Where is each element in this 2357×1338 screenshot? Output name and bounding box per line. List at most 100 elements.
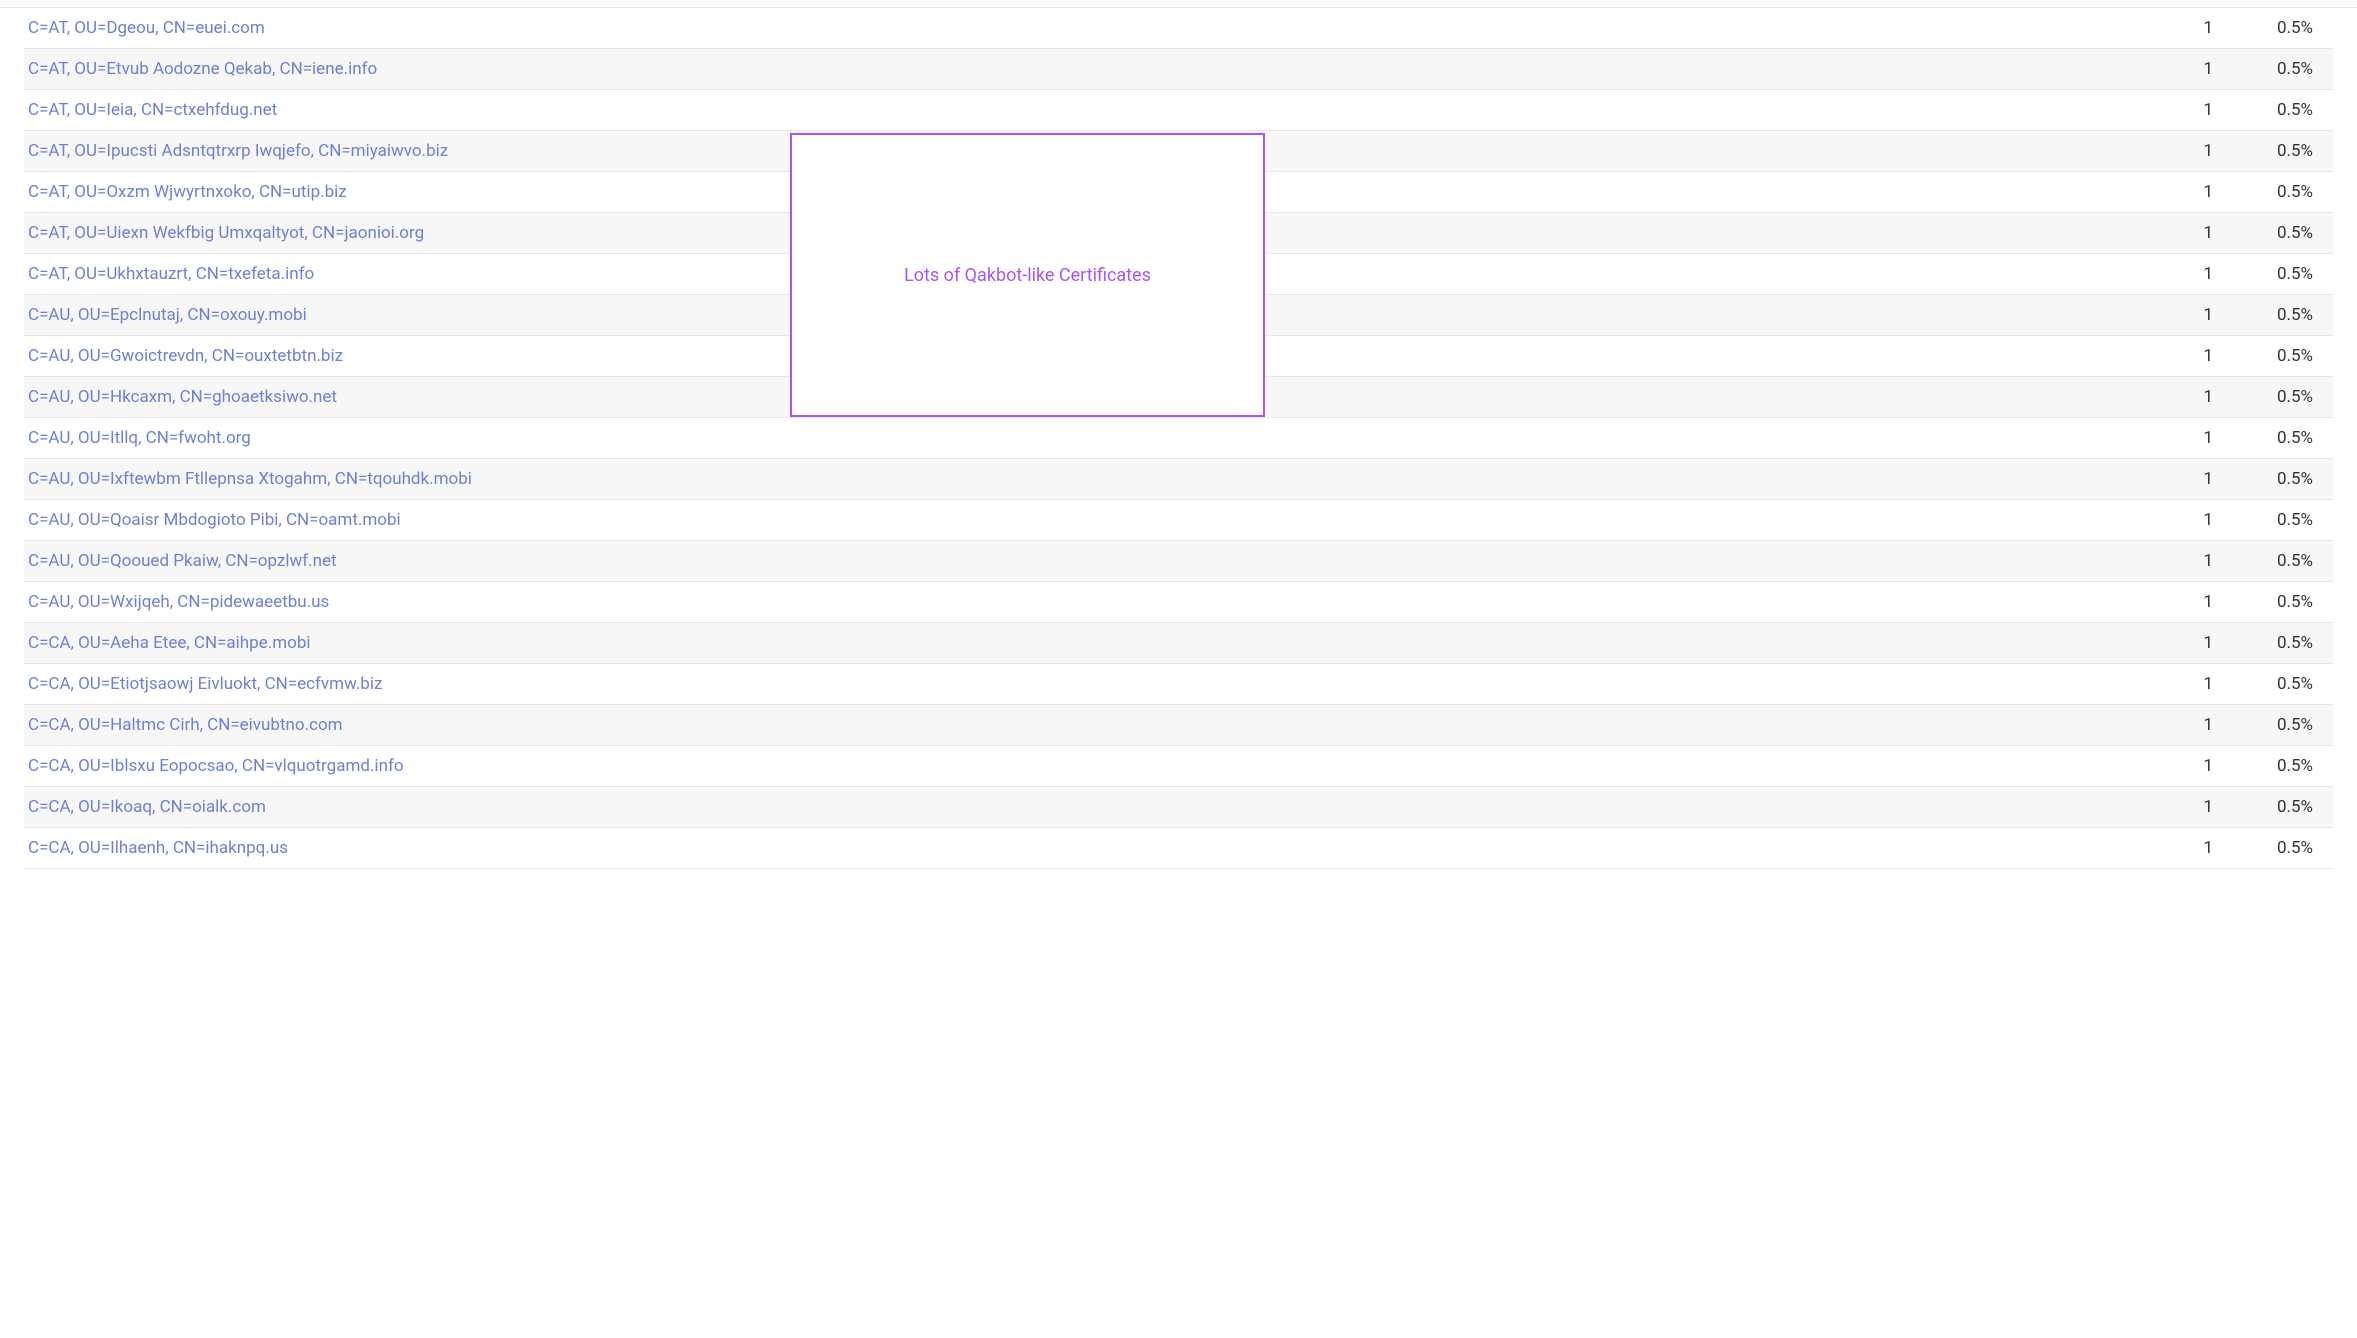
cell-certificate: C=AU, OU=Qooued Pkaiw, CN=opzlwf.net [24, 551, 2133, 571]
cell-certificate: C=CA, OU=Ikoaq, CN=oialk.com [24, 797, 2133, 817]
cell-count: 1 [2133, 264, 2233, 284]
certificate-link[interactable]: C=AU, OU=Qoaisr Mbdogioto Pibi, CN=oamt.… [28, 510, 401, 530]
certificate-table: C=AT, OU=Dgeou, CN=euei.com10.5%C=AT, OU… [0, 0, 2357, 869]
cell-count: 1 [2133, 797, 2233, 817]
cell-certificate: C=AU, OU=Ixftewbm Ftllepnsa Xtogahm, CN=… [24, 469, 2133, 489]
cell-count: 1 [2133, 223, 2233, 243]
table-row: C=AU, OU=Itllq, CN=fwoht.org 10.5% [24, 418, 2333, 459]
cell-certificate: C=AU, OU=Gwoictrevdn, CN=ouxtetbtn.biz [24, 346, 2133, 366]
cell-percent: 0.5% [2233, 387, 2333, 407]
cell-count: 1 [2133, 182, 2233, 202]
table-row: C=CA, OU=Aeha Etee, CN=aihpe.mobi 10.5% [24, 623, 2333, 664]
table-row: C=AU, OU=Epclnutaj, CN=oxouy.mobi 10.5% [24, 295, 2333, 336]
cell-certificate: C=AT, OU=Uiexn Wekfbig Umxqaltyot, CN=ja… [24, 223, 2133, 243]
table-row: C=AU, OU=Qoaisr Mbdogioto Pibi, CN=oamt.… [24, 500, 2333, 541]
table-row: C=AU, OU=Qooued Pkaiw, CN=opzlwf.net 10.5… [24, 541, 2333, 582]
table-row: C=AT, OU=Ukhxtauzrt, CN=txefeta.info 10.5… [24, 254, 2333, 295]
cell-count: 1 [2133, 100, 2233, 120]
cell-certificate: C=AU, OU=Qoaisr Mbdogioto Pibi, CN=oamt.… [24, 510, 2133, 530]
cell-count: 1 [2133, 510, 2233, 530]
cell-percent: 0.5% [2233, 756, 2333, 776]
cell-count: 1 [2133, 141, 2233, 161]
cell-certificate: C=CA, OU=Haltmc Cirh, CN=eivubtno.com [24, 715, 2133, 735]
cell-percent: 0.5% [2233, 715, 2333, 735]
cell-certificate: C=AT, OU=Etvub Aodozne Qekab, CN=iene.in… [24, 59, 2133, 79]
cell-percent: 0.5% [2233, 223, 2333, 243]
cell-certificate: C=AU, OU=Epclnutaj, CN=oxouy.mobi [24, 305, 2133, 325]
cell-count: 1 [2133, 59, 2233, 79]
cell-count: 1 [2133, 18, 2233, 38]
cell-percent: 0.5% [2233, 551, 2333, 571]
certificate-link[interactable]: C=CA, OU=Haltmc Cirh, CN=eivubtno.com [28, 715, 343, 735]
cell-percent: 0.5% [2233, 18, 2333, 38]
cell-count: 1 [2133, 387, 2233, 407]
cell-percent: 0.5% [2233, 674, 2333, 694]
certificate-link[interactable]: C=AU, OU=Wxijqeh, CN=pidewaeetbu.us [28, 592, 329, 612]
table-row: C=AT, OU=Dgeou, CN=euei.com 10.5% [24, 8, 2333, 49]
certificate-link[interactable]: C=CA, OU=Etiotjsaowj Eivluokt, CN=ecfvmw… [28, 674, 382, 694]
cell-percent: 0.5% [2233, 633, 2333, 653]
table-row: C=AT, OU=Ipucsti Adsntqtrxrp Iwqjefo, CN… [24, 131, 2333, 172]
cell-certificate: C=AU, OU=Hkcaxm, CN=ghoaetksiwo.net [24, 387, 2133, 407]
table-row: C=CA, OU=Haltmc Cirh, CN=eivubtno.com10.… [24, 705, 2333, 746]
certificate-link[interactable]: C=AT, OU=Ipucsti Adsntqtrxrp Iwqjefo, CN… [28, 141, 448, 161]
cell-certificate: C=CA, OU=Etiotjsaowj Eivluokt, CN=ecfvmw… [24, 674, 2133, 694]
table-row: C=AU, OU=Ixftewbm Ftllepnsa Xtogahm, CN=… [24, 459, 2333, 500]
cell-percent: 0.5% [2233, 797, 2333, 817]
certificate-link[interactable]: C=AU, OU=Itllq, CN=fwoht.org [28, 428, 251, 448]
cell-percent: 0.5% [2233, 428, 2333, 448]
certificate-link[interactable]: C=AT, OU=Etvub Aodozne Qekab, CN=iene.in… [28, 59, 377, 79]
certificate-link[interactable]: C=AU, OU=Hkcaxm, CN=ghoaetksiwo.net [28, 387, 337, 407]
certificate-link[interactable]: C=AT, OU=Dgeou, CN=euei.com [28, 18, 265, 38]
cell-percent: 0.5% [2233, 346, 2333, 366]
cell-percent: 0.5% [2233, 182, 2333, 202]
cell-certificate: C=AU, OU=Wxijqeh, CN=pidewaeetbu.us [24, 592, 2133, 612]
cell-percent: 0.5% [2233, 469, 2333, 489]
cell-certificate: C=AT, OU=Ukhxtauzrt, CN=txefeta.info [24, 264, 2133, 284]
certificate-link[interactable]: C=AU, OU=Epclnutaj, CN=oxouy.mobi [28, 305, 307, 325]
certificate-link[interactable]: C=CA, OU=Ikoaq, CN=oialk.com [28, 797, 266, 817]
cell-certificate: C=CA, OU=Ilhaenh, CN=ihaknpq.us [24, 838, 2133, 858]
table-row: C=AT, OU=Ieia, CN=ctxehfdug.net 10.5% [24, 90, 2333, 131]
certificate-link[interactable]: C=CA, OU=Iblsxu Eopocsao, CN=vlquotrgamd… [28, 756, 404, 776]
certificate-link[interactable]: C=AT, OU=Ukhxtauzrt, CN=txefeta.info [28, 264, 314, 284]
header-spacer [0, 0, 2357, 8]
table-row: C=AT, OU=Etvub Aodozne Qekab, CN=iene.in… [24, 49, 2333, 90]
certificate-link[interactable]: C=AT, OU=Uiexn Wekfbig Umxqaltyot, CN=ja… [28, 223, 424, 243]
certificate-link[interactable]: C=AT, OU=Oxzm Wjwyrtnxoko, CN=utip.biz [28, 182, 347, 202]
table-row: C=AU, OU=Hkcaxm, CN=ghoaetksiwo.net 10.5% [24, 377, 2333, 418]
cell-percent: 0.5% [2233, 838, 2333, 858]
cell-percent: 0.5% [2233, 100, 2333, 120]
table-row: C=CA, OU=Ilhaenh, CN=ihaknpq.us 10.5% [24, 828, 2333, 869]
table-row: C=CA, OU=Iblsxu Eopocsao, CN=vlquotrgamd… [24, 746, 2333, 787]
table-row: C=CA, OU=Ikoaq, CN=oialk.com 10.5% [24, 787, 2333, 828]
cell-certificate: C=AT, OU=Dgeou, CN=euei.com [24, 18, 2133, 38]
table-row: C=AU, OU=Wxijqeh, CN=pidewaeetbu.us 10.5% [24, 582, 2333, 623]
certificate-link[interactable]: C=CA, OU=Ilhaenh, CN=ihaknpq.us [28, 838, 288, 858]
certificate-link[interactable]: C=AU, OU=Qooued Pkaiw, CN=opzlwf.net [28, 551, 337, 571]
certificate-link[interactable]: C=AU, OU=Ixftewbm Ftllepnsa Xtogahm, CN=… [28, 469, 472, 489]
cell-count: 1 [2133, 756, 2233, 776]
table-row: C=AT, OU=Oxzm Wjwyrtnxoko, CN=utip.biz 10… [24, 172, 2333, 213]
cell-percent: 0.5% [2233, 592, 2333, 612]
cell-count: 1 [2133, 551, 2233, 571]
cell-certificate: C=AT, OU=Ipucsti Adsntqtrxrp Iwqjefo, CN… [24, 141, 2133, 161]
cell-count: 1 [2133, 428, 2233, 448]
cell-count: 1 [2133, 633, 2233, 653]
cell-count: 1 [2133, 838, 2233, 858]
cell-percent: 0.5% [2233, 510, 2333, 530]
cell-certificate: C=AT, OU=Ieia, CN=ctxehfdug.net [24, 100, 2133, 120]
cell-count: 1 [2133, 305, 2233, 325]
cell-percent: 0.5% [2233, 264, 2333, 284]
cell-percent: 0.5% [2233, 305, 2333, 325]
cell-count: 1 [2133, 592, 2233, 612]
cell-certificate: C=AU, OU=Itllq, CN=fwoht.org [24, 428, 2133, 448]
certificate-link[interactable]: C=AU, OU=Gwoictrevdn, CN=ouxtetbtn.biz [28, 346, 343, 366]
table-row: C=CA, OU=Etiotjsaowj Eivluokt, CN=ecfvmw… [24, 664, 2333, 705]
cell-certificate: C=AT, OU=Oxzm Wjwyrtnxoko, CN=utip.biz [24, 182, 2133, 202]
cell-count: 1 [2133, 469, 2233, 489]
certificate-link[interactable]: C=CA, OU=Aeha Etee, CN=aihpe.mobi [28, 633, 311, 653]
cell-certificate: C=CA, OU=Iblsxu Eopocsao, CN=vlquotrgamd… [24, 756, 2133, 776]
certificate-link[interactable]: C=AT, OU=Ieia, CN=ctxehfdug.net [28, 100, 277, 120]
cell-certificate: C=CA, OU=Aeha Etee, CN=aihpe.mobi [24, 633, 2133, 653]
